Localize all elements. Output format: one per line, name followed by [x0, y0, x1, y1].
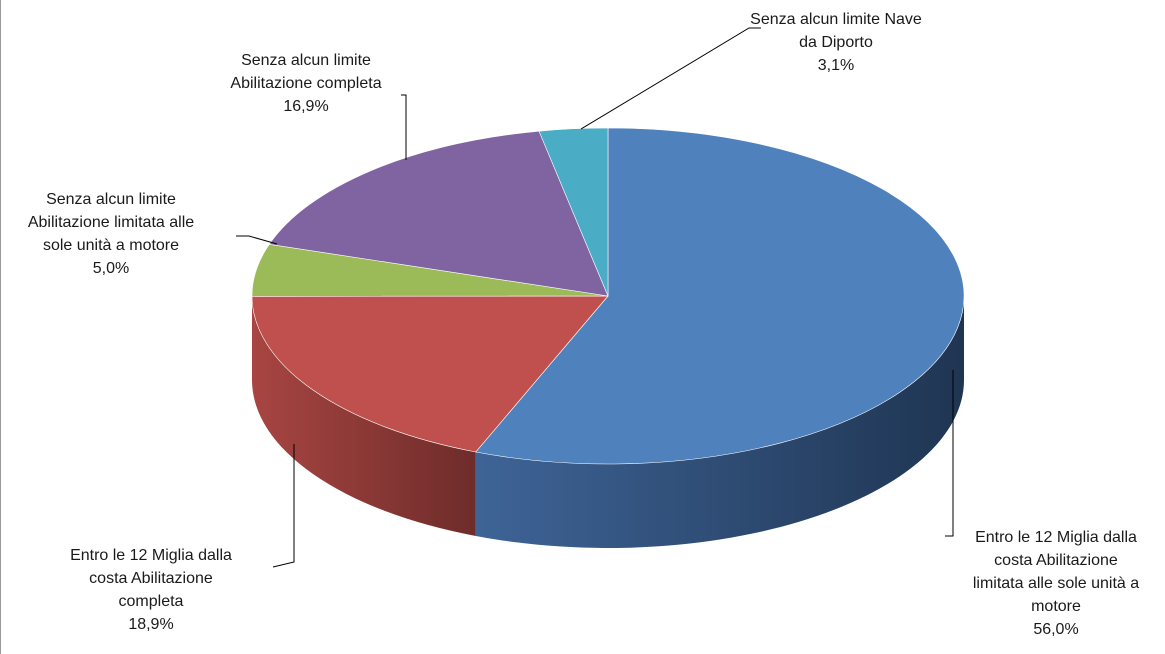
leader-line-1 — [272, 444, 295, 568]
leader-lines — [236, 27, 954, 568]
pie-slice-4[interactable] — [538, 127, 609, 297]
pie-slice-0[interactable] — [475, 127, 965, 465]
pie-side-1 — [252, 296, 476, 536]
pie-slice-3[interactable] — [268, 130, 609, 297]
slice-label-0: Entro le 12 Miglia dalla costa Abilitazio… — [973, 529, 1139, 638]
pie-sides — [252, 296, 964, 548]
slice-label-1: Entro le 12 Miglia dalla costa Abilitazio… — [70, 547, 232, 633]
slice-label-2: Senza alcun limite Abilitazione limitata … — [28, 191, 194, 277]
pie-slice-1[interactable] — [251, 295, 609, 453]
leader-line-0 — [945, 370, 954, 537]
leader-line-2 — [236, 235, 278, 245]
leader-line-4 — [580, 27, 761, 130]
slice-label-3: Senza alcun limite Abilitazione completa 1… — [230, 52, 381, 115]
leader-line-3 — [401, 94, 407, 160]
pie-side-0 — [475, 296, 964, 548]
pie-tops — [251, 127, 965, 465]
slice-label-4: Senza alcun limite Nave da Diporto 3,1% — [750, 11, 922, 74]
data-labels: Entro le 12 Miglia dalla costa Abilitazio… — [28, 11, 1139, 638]
